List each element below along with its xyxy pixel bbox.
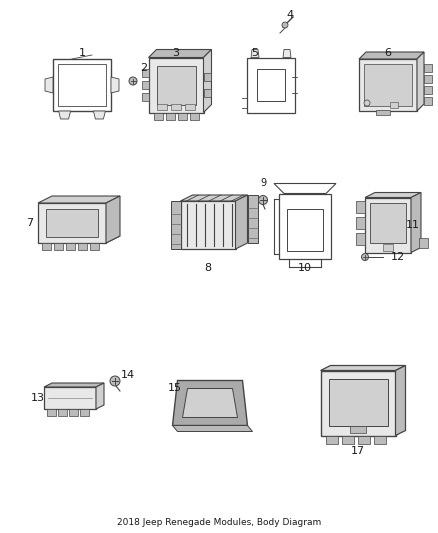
Text: 14: 14 — [121, 370, 135, 380]
Text: 12: 12 — [391, 252, 405, 262]
Bar — [170, 103, 180, 109]
Bar — [390, 102, 398, 108]
Bar — [166, 112, 174, 119]
Polygon shape — [396, 366, 406, 435]
Bar — [356, 232, 365, 245]
Bar — [342, 435, 353, 443]
Polygon shape — [44, 387, 96, 409]
Polygon shape — [180, 201, 236, 249]
Circle shape — [364, 100, 370, 106]
Text: 8: 8 — [205, 263, 212, 273]
Text: 5: 5 — [251, 48, 258, 58]
Polygon shape — [106, 196, 120, 243]
Text: 6: 6 — [385, 48, 392, 58]
Bar — [424, 64, 432, 72]
Bar — [69, 409, 78, 416]
Bar — [78, 243, 87, 250]
Bar — [177, 112, 187, 119]
Bar — [424, 97, 432, 105]
Bar — [141, 81, 148, 89]
Bar — [184, 103, 194, 109]
Polygon shape — [183, 389, 237, 417]
Polygon shape — [364, 64, 412, 106]
Text: 9: 9 — [260, 178, 266, 188]
Polygon shape — [38, 236, 120, 243]
Bar — [42, 243, 51, 250]
Bar — [357, 435, 370, 443]
Polygon shape — [359, 52, 424, 59]
Text: 7: 7 — [26, 218, 34, 228]
Circle shape — [282, 22, 288, 28]
Polygon shape — [173, 381, 247, 425]
Polygon shape — [156, 66, 195, 104]
Text: 4: 4 — [286, 10, 293, 20]
Polygon shape — [321, 370, 396, 435]
Polygon shape — [170, 201, 180, 249]
Circle shape — [361, 254, 368, 261]
Text: 15: 15 — [168, 383, 182, 393]
Bar — [350, 425, 366, 432]
Bar — [54, 243, 63, 250]
Text: 3: 3 — [173, 48, 180, 58]
Polygon shape — [204, 50, 212, 112]
Polygon shape — [38, 196, 120, 203]
Bar — [325, 435, 338, 443]
Bar — [383, 244, 393, 251]
Polygon shape — [148, 50, 212, 58]
Polygon shape — [359, 59, 417, 111]
Polygon shape — [45, 77, 53, 93]
Text: 10: 10 — [298, 263, 312, 273]
Bar — [376, 110, 390, 115]
Polygon shape — [365, 192, 421, 198]
Polygon shape — [59, 111, 71, 119]
Bar — [66, 243, 75, 250]
Polygon shape — [236, 195, 247, 249]
Polygon shape — [93, 111, 106, 119]
Bar — [58, 409, 67, 416]
Text: 2: 2 — [141, 63, 148, 73]
Text: 1: 1 — [78, 48, 85, 58]
Bar — [204, 73, 211, 81]
Polygon shape — [251, 50, 259, 58]
Polygon shape — [247, 195, 258, 243]
Circle shape — [129, 77, 137, 85]
Circle shape — [258, 196, 268, 205]
Bar — [156, 103, 166, 109]
Polygon shape — [411, 192, 421, 253]
Bar — [190, 112, 198, 119]
Polygon shape — [328, 378, 388, 425]
Polygon shape — [365, 198, 411, 253]
Bar — [90, 243, 99, 250]
Polygon shape — [96, 383, 104, 409]
Polygon shape — [417, 52, 424, 111]
Polygon shape — [38, 203, 106, 243]
Bar — [47, 409, 56, 416]
Text: 13: 13 — [31, 393, 45, 403]
Polygon shape — [148, 58, 204, 112]
Bar — [141, 69, 148, 77]
Bar — [204, 89, 211, 97]
Polygon shape — [180, 195, 247, 201]
Bar — [424, 75, 432, 83]
Circle shape — [110, 376, 120, 386]
Bar — [419, 238, 428, 247]
Polygon shape — [111, 77, 119, 93]
Polygon shape — [44, 383, 104, 387]
Bar — [424, 86, 432, 94]
Text: 11: 11 — [406, 220, 420, 230]
Bar — [141, 93, 148, 101]
Polygon shape — [46, 209, 98, 237]
Text: 2018 Jeep Renegade Modules, Body Diagram: 2018 Jeep Renegade Modules, Body Diagram — [117, 518, 321, 527]
Bar — [374, 435, 385, 443]
Bar — [356, 200, 365, 213]
Polygon shape — [173, 425, 252, 432]
Text: 17: 17 — [351, 446, 365, 456]
Bar — [356, 216, 365, 229]
Polygon shape — [283, 50, 291, 58]
Polygon shape — [370, 203, 406, 243]
Bar — [80, 409, 89, 416]
Bar — [153, 112, 162, 119]
Polygon shape — [321, 366, 406, 370]
